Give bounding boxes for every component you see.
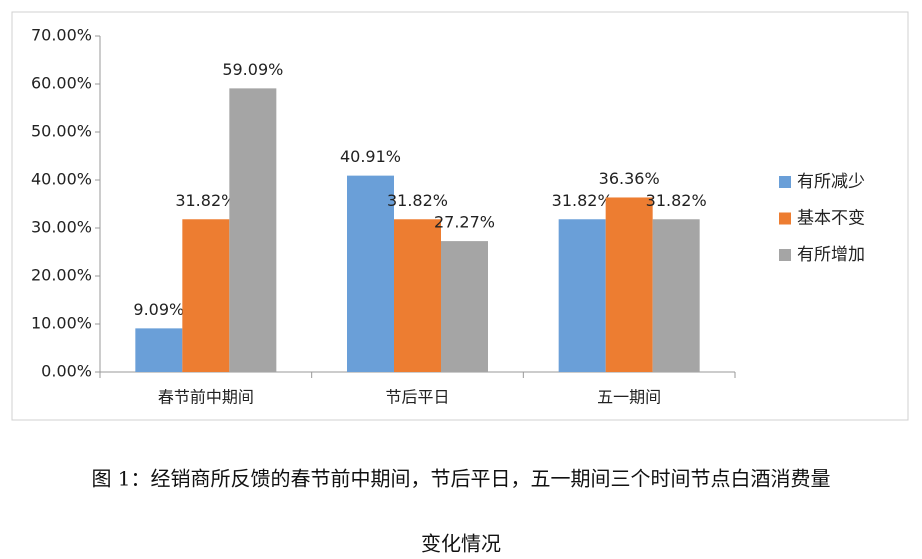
chart-border bbox=[11, 11, 909, 421]
y-tick-label: 40.00% bbox=[31, 170, 92, 189]
y-tick-label: 60.00% bbox=[31, 74, 92, 93]
bar bbox=[441, 241, 488, 372]
y-tick-label: 20.00% bbox=[31, 266, 92, 285]
value-label: 31.82% bbox=[646, 191, 707, 210]
value-label: 31.82% bbox=[175, 191, 236, 210]
value-label: 27.27% bbox=[434, 213, 495, 232]
value-label: 9.09% bbox=[133, 300, 184, 319]
y-tick-label: 10.00% bbox=[31, 314, 92, 333]
legend-swatch bbox=[779, 249, 791, 261]
bar bbox=[135, 328, 183, 372]
x-tick-label: 春节前中期间 bbox=[158, 388, 254, 407]
value-label: 40.91% bbox=[340, 147, 401, 166]
bar bbox=[182, 219, 230, 372]
y-tick-label: 30.00% bbox=[31, 218, 92, 237]
bar bbox=[605, 197, 653, 372]
x-tick-label: 五一期间 bbox=[597, 388, 661, 407]
y-tick-label: 70.00% bbox=[31, 26, 92, 45]
caption: 图 1：经销商所反馈的春节前中期间，节后平日，五一期间三个时间节点白酒消费量 bbox=[91, 467, 830, 491]
value-label: 36.36% bbox=[599, 169, 660, 188]
bar bbox=[558, 219, 606, 372]
legend-label: 有所增加 bbox=[797, 245, 865, 265]
legend-swatch bbox=[779, 212, 791, 225]
y-tick-label: 50.00% bbox=[31, 122, 92, 141]
legend-swatch bbox=[779, 176, 791, 188]
legend-label: 基本不变 bbox=[797, 209, 865, 229]
legend-label: 有所减少 bbox=[797, 172, 865, 192]
bar bbox=[229, 88, 277, 373]
y-tick-label: 0.00% bbox=[41, 362, 92, 381]
bar bbox=[652, 219, 700, 372]
caption: 变化情况 bbox=[421, 532, 501, 556]
value-label: 31.82% bbox=[387, 191, 448, 210]
value-label: 31.82% bbox=[552, 191, 613, 210]
value-label: 59.09% bbox=[222, 60, 283, 79]
x-tick-label: 节后平日 bbox=[385, 388, 449, 407]
bar bbox=[347, 175, 394, 372]
bar bbox=[394, 219, 441, 372]
